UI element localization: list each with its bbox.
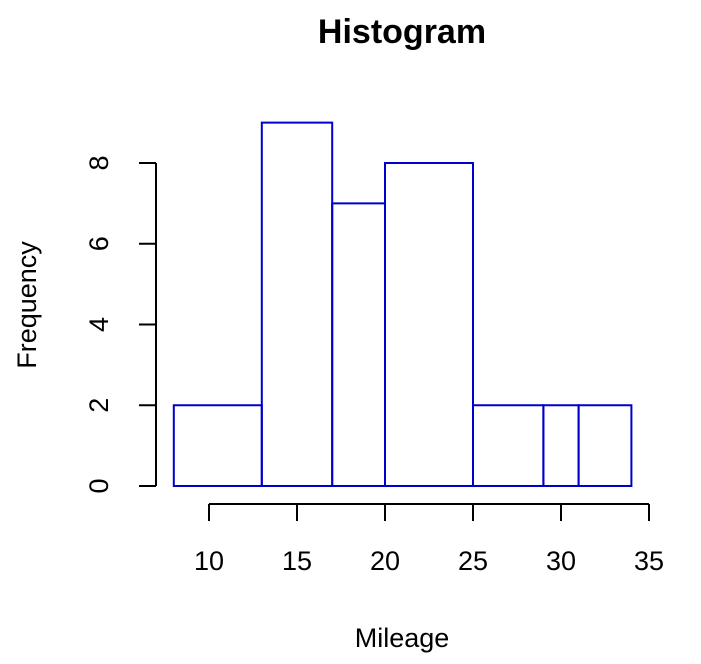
y-axis-label: Frequency — [12, 241, 42, 369]
x-tick-label-20: 20 — [370, 546, 400, 576]
histogram-bar-4 — [384, 162, 474, 487]
y-tick-label-2: 2 — [84, 398, 114, 413]
x-axis: 10 15 20 25 30 35 — [194, 503, 664, 576]
x-axis-label: Mileage — [355, 623, 450, 653]
x-tick-label-25: 25 — [458, 546, 488, 576]
y-tick-label-4: 4 — [84, 317, 114, 332]
x-tick-label-10: 10 — [194, 546, 224, 576]
histogram-bar-2 — [260, 121, 334, 487]
y-tick-label-0: 0 — [84, 478, 114, 493]
x-tick-label-30: 30 — [546, 546, 576, 576]
bars-group — [172, 121, 633, 487]
y-axis: 0 2 4 6 8 — [84, 155, 157, 494]
histogram-bar-5 — [472, 404, 545, 487]
x-tick-label-35: 35 — [634, 546, 664, 576]
histogram-bar-7 — [577, 404, 633, 487]
y-tick-label-6: 6 — [84, 236, 114, 251]
histogram-bar-3 — [331, 202, 387, 487]
histogram-bar-6 — [542, 404, 580, 487]
histogram-bar-1 — [172, 404, 263, 487]
x-tick-label-15: 15 — [282, 546, 312, 576]
y-tick-label-8: 8 — [84, 155, 114, 170]
chart-title: Histogram — [318, 13, 486, 51]
